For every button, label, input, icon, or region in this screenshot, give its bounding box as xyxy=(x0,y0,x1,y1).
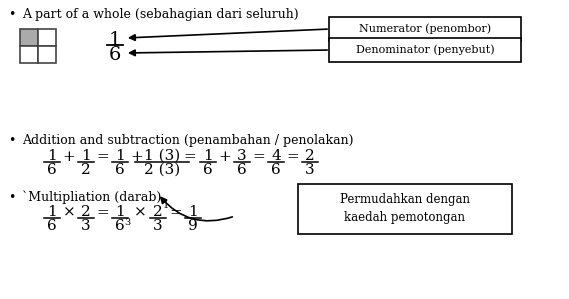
Text: =: = xyxy=(253,150,265,164)
Text: 2: 2 xyxy=(305,149,315,163)
Text: 3: 3 xyxy=(81,219,91,233)
Text: 1: 1 xyxy=(188,205,198,219)
Text: ×: × xyxy=(63,206,75,220)
FancyBboxPatch shape xyxy=(329,38,521,62)
Text: •: • xyxy=(8,134,15,147)
Text: =: = xyxy=(97,206,109,220)
Text: Addition and subtraction (penambahan / penolakan): Addition and subtraction (penambahan / p… xyxy=(22,134,353,147)
Bar xyxy=(20,29,38,46)
Text: 1: 1 xyxy=(109,31,121,49)
Text: 2: 2 xyxy=(153,205,163,219)
Text: 1: 1 xyxy=(47,149,57,163)
Text: 6: 6 xyxy=(237,163,247,177)
Bar xyxy=(38,29,56,46)
Text: 3: 3 xyxy=(125,218,131,227)
Text: 6: 6 xyxy=(115,163,125,177)
Text: 6: 6 xyxy=(115,219,125,233)
Text: `Multipliation (darab): `Multipliation (darab) xyxy=(22,191,162,205)
Bar xyxy=(38,46,56,63)
Text: 1: 1 xyxy=(115,149,125,163)
FancyBboxPatch shape xyxy=(298,184,512,234)
Text: 1: 1 xyxy=(115,205,125,219)
Text: ×: × xyxy=(134,206,146,220)
Text: 6: 6 xyxy=(109,46,121,64)
Text: 2: 2 xyxy=(81,205,91,219)
Text: 3: 3 xyxy=(237,149,247,163)
Text: 6: 6 xyxy=(47,219,57,233)
Text: 1 (3): 1 (3) xyxy=(144,149,180,163)
Text: +: + xyxy=(218,150,232,164)
Bar xyxy=(20,46,38,63)
Text: 6: 6 xyxy=(47,163,57,177)
Text: •: • xyxy=(8,8,15,21)
Text: 9: 9 xyxy=(188,219,198,233)
Text: +: + xyxy=(63,150,75,164)
Text: =: = xyxy=(97,150,109,164)
Text: Numerator (penombor): Numerator (penombor) xyxy=(359,24,491,34)
Text: 6: 6 xyxy=(271,163,281,177)
Text: A part of a whole (sebahagian dari seluruh): A part of a whole (sebahagian dari selur… xyxy=(22,8,299,21)
Text: •: • xyxy=(8,191,15,204)
Text: 4: 4 xyxy=(271,149,281,163)
Text: 1: 1 xyxy=(163,201,169,210)
Text: =: = xyxy=(184,150,196,164)
Text: 6: 6 xyxy=(203,163,213,177)
FancyBboxPatch shape xyxy=(329,17,521,41)
Text: Permudahkan dengan
kaedah pemotongan: Permudahkan dengan kaedah pemotongan xyxy=(340,193,470,225)
Text: =: = xyxy=(287,150,299,164)
Text: Denominator (penyebut): Denominator (penyebut) xyxy=(356,45,494,55)
Text: 2: 2 xyxy=(81,163,91,177)
Text: +: + xyxy=(131,150,143,164)
Text: 2 (3): 2 (3) xyxy=(144,163,180,177)
Text: 3: 3 xyxy=(153,219,163,233)
Text: 3: 3 xyxy=(305,163,315,177)
Text: 1: 1 xyxy=(47,205,57,219)
Text: 1: 1 xyxy=(81,149,91,163)
Text: 1: 1 xyxy=(203,149,213,163)
Text: =: = xyxy=(170,206,183,220)
